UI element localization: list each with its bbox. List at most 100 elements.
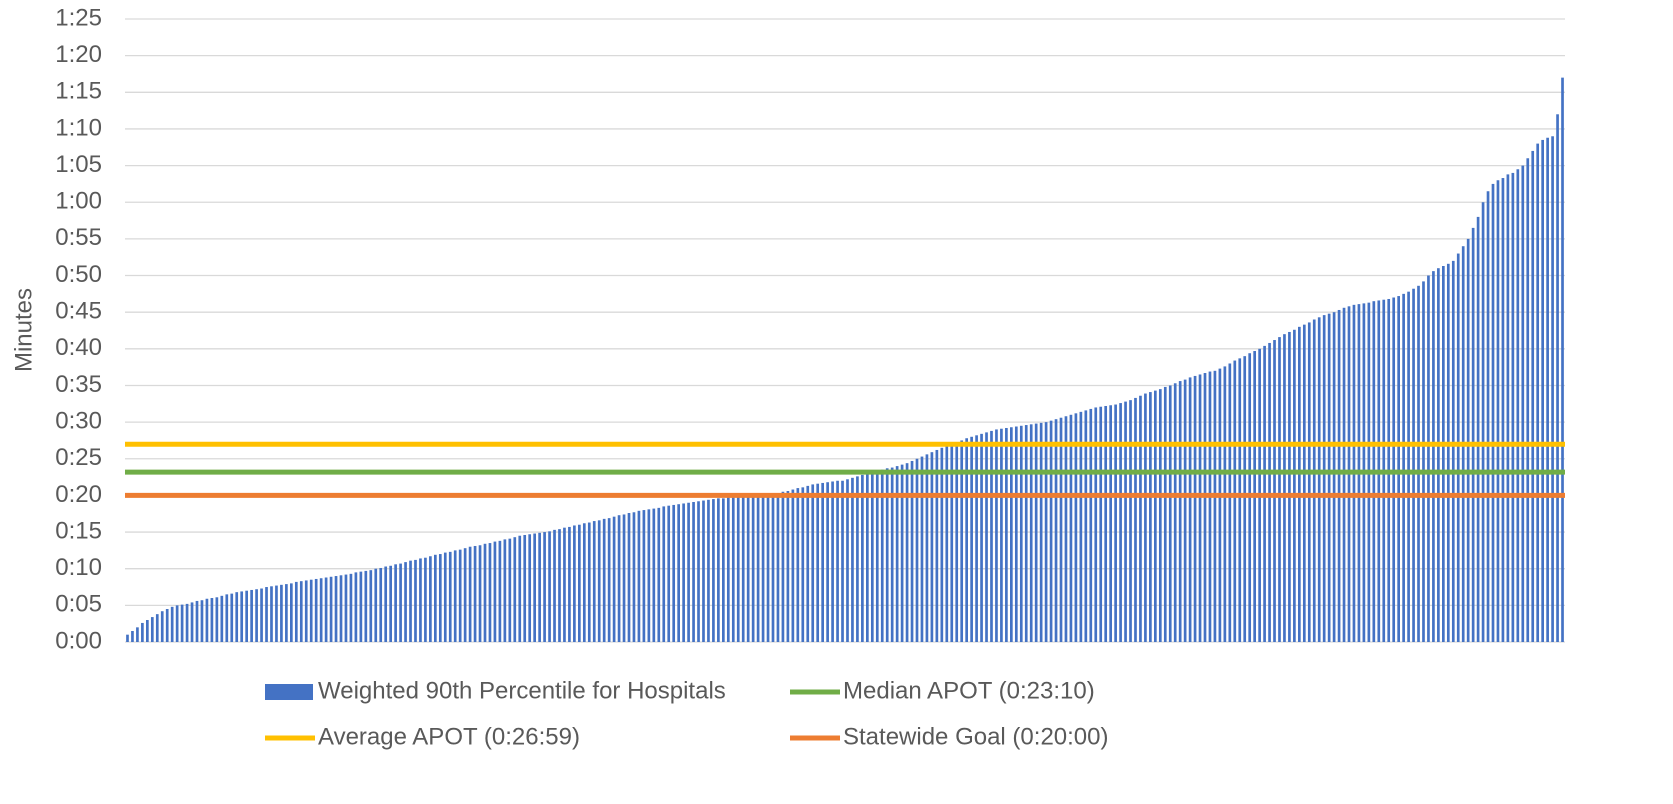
bar: [597, 520, 601, 642]
bar: [1531, 150, 1535, 642]
bar: [751, 496, 755, 642]
bar: [672, 504, 676, 642]
bar: [1536, 143, 1540, 642]
bar: [1089, 408, 1093, 642]
bar: [1446, 263, 1450, 642]
bar: [1556, 114, 1559, 643]
bar: [294, 581, 298, 642]
bar: [1158, 389, 1162, 642]
bar: [304, 580, 308, 642]
bar: [1293, 329, 1296, 642]
bar: [1124, 401, 1127, 642]
bar: [528, 534, 532, 642]
bar: [578, 524, 581, 642]
bar: [945, 445, 949, 642]
bar: [1024, 425, 1028, 642]
bar: [995, 429, 998, 642]
bar: [741, 496, 745, 642]
bar: [141, 622, 144, 642]
bar: [1094, 407, 1098, 642]
bar: [1054, 419, 1058, 642]
y-tick-label: 0:25: [55, 444, 102, 471]
bar: [404, 562, 407, 642]
bar: [875, 470, 879, 642]
bar: [1144, 393, 1147, 642]
bar: [394, 564, 397, 642]
bar: [925, 454, 929, 642]
bar: [687, 502, 690, 642]
bar: [354, 572, 358, 642]
bar: [384, 566, 388, 642]
bar: [1039, 422, 1043, 642]
bar: [712, 499, 715, 642]
bar: [667, 505, 671, 642]
bar: [1322, 315, 1326, 642]
bar: [1010, 427, 1013, 642]
bar: [314, 578, 318, 642]
bar: [285, 584, 288, 642]
bar: [225, 594, 229, 642]
bar: [1486, 191, 1490, 642]
bar: [280, 584, 283, 642]
bar: [1079, 411, 1083, 642]
bar: [468, 546, 472, 642]
bar: [900, 464, 904, 642]
bar: [339, 575, 343, 642]
y-tick-label: 0:30: [55, 407, 102, 434]
bar: [573, 525, 576, 642]
bar: [1317, 317, 1321, 642]
bar: [235, 592, 239, 642]
bar: [632, 512, 636, 642]
bar: [1208, 371, 1212, 642]
bar: [1119, 403, 1122, 642]
bar: [975, 435, 978, 642]
legend-label: Median APOT (0:23:10): [843, 677, 1095, 704]
bar: [230, 593, 234, 642]
legend-label: Average APOT (0:26:59): [318, 723, 580, 750]
y-tick-label: 0:05: [55, 591, 102, 618]
bar: [990, 430, 993, 642]
bar: [265, 587, 268, 642]
bar: [965, 438, 968, 642]
y-tick-label: 0:40: [55, 334, 102, 361]
bar: [513, 537, 517, 642]
bar: [826, 482, 829, 642]
bar: [359, 571, 363, 642]
legend-swatch: [265, 684, 313, 700]
bar: [1337, 309, 1341, 642]
bar: [1084, 410, 1088, 642]
bar: [1005, 427, 1008, 642]
bar: [1273, 340, 1276, 642]
bar: [1099, 406, 1103, 642]
bar: [299, 581, 303, 642]
bar: [980, 433, 983, 642]
bar: [424, 557, 427, 642]
bar: [771, 494, 775, 642]
bar: [1074, 413, 1078, 642]
bar: [126, 634, 129, 642]
bar: [717, 498, 720, 642]
bar: [1044, 422, 1048, 642]
bar: [1342, 307, 1346, 642]
bar: [766, 495, 770, 642]
bar: [458, 549, 462, 642]
bar: [240, 591, 244, 642]
bar: [622, 514, 626, 642]
bar: [1551, 136, 1554, 643]
bar: [1134, 397, 1137, 642]
bar: [275, 585, 278, 642]
bar: [587, 522, 591, 642]
bar: [722, 498, 725, 642]
bar: [319, 578, 323, 642]
bar: [627, 513, 631, 642]
bar: [548, 531, 551, 642]
bar: [260, 588, 263, 642]
bar: [836, 480, 839, 642]
bar: [220, 595, 224, 642]
bar: [1203, 373, 1207, 642]
bar: [960, 440, 964, 642]
bar: [1298, 326, 1301, 642]
bar: [1491, 183, 1495, 643]
bar: [1019, 425, 1023, 642]
bar: [1521, 165, 1525, 642]
